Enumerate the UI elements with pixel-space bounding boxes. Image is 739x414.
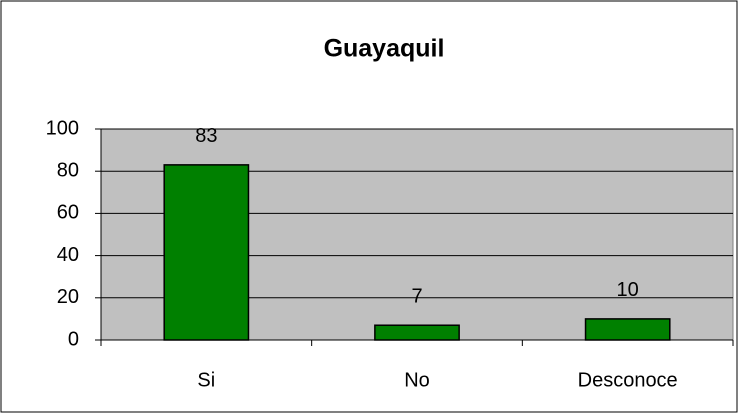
- y-tick-label: 20: [57, 286, 79, 308]
- y-tick-label: 80: [57, 159, 79, 181]
- data-label: 7: [411, 286, 422, 308]
- data-label: 83: [195, 125, 217, 147]
- y-tick-label: 100: [46, 117, 79, 139]
- data-label: 10: [617, 279, 639, 301]
- y-tick-label: 60: [57, 202, 79, 224]
- x-tick-label: Desconoce: [578, 369, 678, 391]
- y-tick-label: 0: [68, 328, 79, 350]
- y-tick-label: 40: [57, 244, 79, 266]
- x-tick-label: Si: [197, 369, 215, 391]
- chart-title: Guayaquil: [324, 35, 445, 63]
- bar: [163, 164, 250, 341]
- bar: [584, 318, 671, 341]
- bar: [374, 324, 460, 341]
- x-tick-label: No: [404, 369, 430, 391]
